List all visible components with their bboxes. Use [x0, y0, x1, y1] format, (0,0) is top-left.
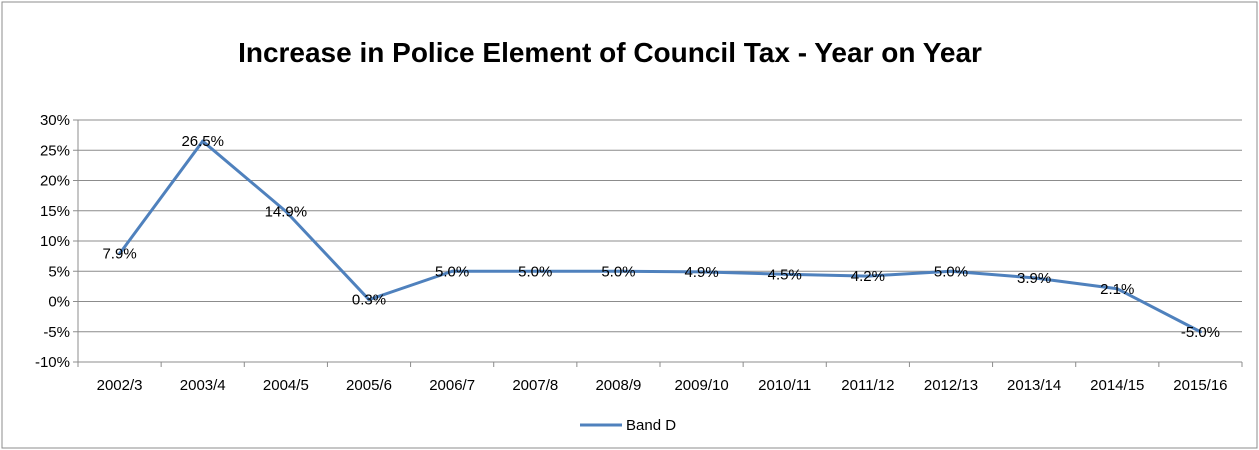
y-tick-label: 30%	[40, 112, 70, 129]
data-label: 5.0%	[518, 263, 552, 280]
x-tick-label: 2007/8	[512, 377, 558, 394]
data-label: 2.1%	[1100, 281, 1134, 298]
data-label: 4.5%	[768, 266, 802, 283]
data-point	[616, 269, 620, 273]
x-tick-label: 2011/12	[841, 377, 894, 394]
data-point	[1115, 287, 1119, 291]
data-point	[450, 269, 454, 273]
x-tick-label: 2014/15	[1090, 377, 1144, 394]
data-label: 4.2%	[851, 268, 885, 285]
data-label: 5.0%	[601, 263, 635, 280]
legend: Band D	[580, 417, 676, 434]
data-label: 0.3%	[352, 292, 386, 309]
data-point	[118, 252, 122, 256]
x-tick-label: 2002/3	[97, 377, 143, 394]
x-tick-label: 2006/7	[429, 377, 475, 394]
gridlines	[73, 119, 1243, 367]
y-axis-tick-labels: 30% 25% 20% 15% 10% 5% 0% -5% -10%	[35, 112, 70, 371]
data-point	[367, 298, 371, 302]
y-tick-label: 15%	[40, 203, 70, 220]
data-label: 14.9%	[265, 203, 308, 220]
x-tick-label: 2013/14	[1007, 377, 1061, 394]
data-point	[201, 139, 205, 143]
y-tick-label: 20%	[40, 173, 70, 190]
data-label: 4.9%	[684, 264, 718, 281]
x-tick-label: 2008/9	[595, 377, 641, 394]
data-point	[284, 209, 288, 213]
x-tick-label: 2004/5	[263, 377, 309, 394]
data-label: -5.0%	[1181, 324, 1220, 341]
x-tick-label: 2005/6	[346, 377, 392, 394]
legend-label-band-d: Band D	[626, 417, 676, 434]
series-line-band-d	[118, 139, 1202, 334]
data-labels: 7.9% 26.5% 14.9% 0.3% 5.0% 5.0% 5.0% 4.9% 4.5% 4.…	[102, 133, 1220, 341]
data-label: 5.0%	[934, 263, 968, 280]
x-tick-label: 2015/16	[1173, 377, 1227, 394]
data-label: 3.9%	[1017, 270, 1051, 287]
data-point	[1198, 330, 1202, 334]
data-point	[866, 274, 870, 278]
y-tick-label: -5%	[43, 324, 70, 341]
data-label: 7.9%	[102, 246, 136, 263]
data-label: 26.5%	[181, 133, 224, 150]
x-tick-label: 2012/13	[924, 377, 978, 394]
data-label: 5.0%	[435, 263, 469, 280]
data-point	[533, 269, 537, 273]
series-band-d	[118, 139, 1202, 334]
y-tick-label: 10%	[40, 233, 70, 250]
data-point	[949, 269, 953, 273]
data-point	[1032, 276, 1036, 280]
chart-title: Increase in Police Element of Council Ta…	[238, 37, 982, 68]
x-axis-tick-labels: 2002/3 2003/4 2004/5 2005/6 2006/7 2007/8 2008…	[97, 377, 1228, 394]
data-point	[700, 270, 704, 274]
x-tick-label: 2009/10	[674, 377, 728, 394]
y-tick-label: 0%	[48, 294, 70, 311]
data-point	[783, 272, 787, 276]
x-tick-label: 2010/11	[758, 377, 811, 394]
y-tick-label: 5%	[48, 263, 70, 280]
y-tick-label: 25%	[40, 142, 70, 159]
x-tick-label: 2003/4	[180, 377, 226, 394]
y-tick-label: -10%	[35, 354, 70, 371]
